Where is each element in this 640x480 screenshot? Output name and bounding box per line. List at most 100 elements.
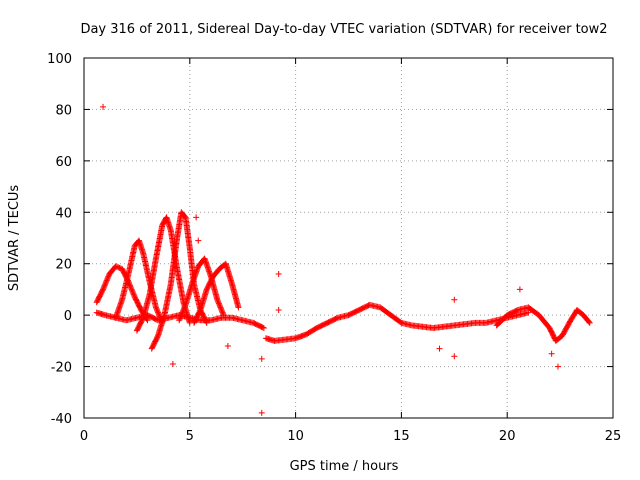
data-point (102, 281, 109, 288)
data-point (130, 291, 137, 298)
chart-title: Day 316 of 2011, Sidereal Day-to-day VTE… (80, 22, 607, 37)
data-point (214, 298, 221, 304)
grid-lines (84, 58, 613, 418)
data-point (154, 307, 161, 313)
data-point (154, 308, 161, 315)
data-point (155, 309, 162, 316)
data-point (115, 264, 122, 271)
y-tick-label: 80 (55, 103, 72, 118)
data-point (144, 317, 151, 324)
data-point (180, 307, 187, 313)
data-point (219, 309, 226, 316)
data-point (156, 312, 163, 319)
data-point (127, 282, 134, 289)
data-point (155, 310, 162, 317)
data-point (525, 309, 532, 316)
data-point (436, 345, 443, 352)
data-point (224, 343, 231, 349)
data-point (215, 299, 222, 306)
data-point (216, 303, 223, 310)
data-point (129, 289, 136, 295)
data-point (116, 264, 123, 271)
y-tick-label: 100 (47, 52, 72, 67)
data-point (451, 353, 458, 360)
data-point (104, 276, 111, 283)
data-point (217, 304, 224, 311)
data-point (103, 277, 110, 284)
data-point (203, 318, 210, 325)
data-point (101, 282, 108, 289)
y-tick-label: 40 (55, 206, 72, 221)
data-point (126, 281, 133, 288)
data-point (218, 307, 225, 313)
y-axis-label: SDTVAR / TECUs (7, 185, 22, 292)
data-point (100, 285, 107, 292)
x-tick-label: 20 (499, 429, 516, 444)
data-point (177, 313, 184, 320)
data-point (193, 214, 200, 221)
data-point (129, 287, 136, 294)
data-point (219, 308, 226, 315)
data-point (178, 312, 185, 319)
data-point (153, 305, 160, 312)
data-point (112, 263, 119, 270)
x-tick-label: 5 (186, 429, 194, 444)
data-point (128, 286, 135, 293)
data-point (215, 300, 222, 307)
x-tick-label: 10 (287, 429, 304, 444)
data-point (179, 308, 186, 315)
y-tick-label: 0 (64, 309, 72, 324)
data-point (258, 355, 265, 362)
data-points (93, 103, 593, 416)
data-point (178, 310, 185, 317)
data-point (220, 312, 227, 319)
data-point (216, 301, 223, 308)
data-point (103, 278, 110, 285)
data-point (235, 304, 242, 311)
data-point (586, 319, 593, 326)
data-point (214, 296, 221, 303)
data-point (275, 271, 282, 277)
data-point (182, 303, 189, 310)
y-tick-label: -40 (51, 412, 72, 427)
data-point (585, 318, 592, 325)
y-tick-labels: -40 -20 0 20 40 60 80 100 (47, 52, 72, 427)
data-point (258, 409, 265, 416)
data-point (127, 283, 134, 290)
x-axis-label: GPS time / hours (290, 459, 399, 474)
x-tick-label: 15 (393, 429, 410, 444)
data-point (516, 286, 523, 293)
data-point (259, 324, 266, 331)
x-tick-labels: 0 5 10 15 20 25 (80, 429, 621, 444)
data-point (451, 296, 458, 303)
data-point (102, 280, 109, 286)
y-tick-label: -20 (51, 361, 72, 376)
data-point (260, 325, 267, 331)
data-point (100, 286, 107, 293)
data-point (554, 363, 561, 370)
data-point (104, 274, 111, 281)
plot-frame (83, 57, 614, 419)
data-point (179, 309, 186, 316)
x-tick-label: 0 (80, 429, 88, 444)
data-point (203, 319, 210, 326)
data-point (181, 304, 188, 311)
data-point (548, 350, 555, 357)
data-point (220, 310, 227, 317)
axis-ticks (83, 57, 614, 419)
data-point (275, 307, 282, 313)
data-point (218, 305, 225, 312)
y-tick-label: 60 (55, 155, 72, 170)
data-point (128, 285, 135, 292)
y-tick-label: 20 (55, 258, 72, 273)
data-point (114, 263, 121, 270)
data-point (130, 290, 137, 297)
x-tick-label: 25 (605, 429, 622, 444)
data-point (195, 237, 202, 244)
data-point (152, 304, 159, 311)
data-point (176, 316, 183, 322)
data-point (101, 283, 108, 290)
data-point (169, 361, 176, 367)
data-point (176, 317, 183, 324)
